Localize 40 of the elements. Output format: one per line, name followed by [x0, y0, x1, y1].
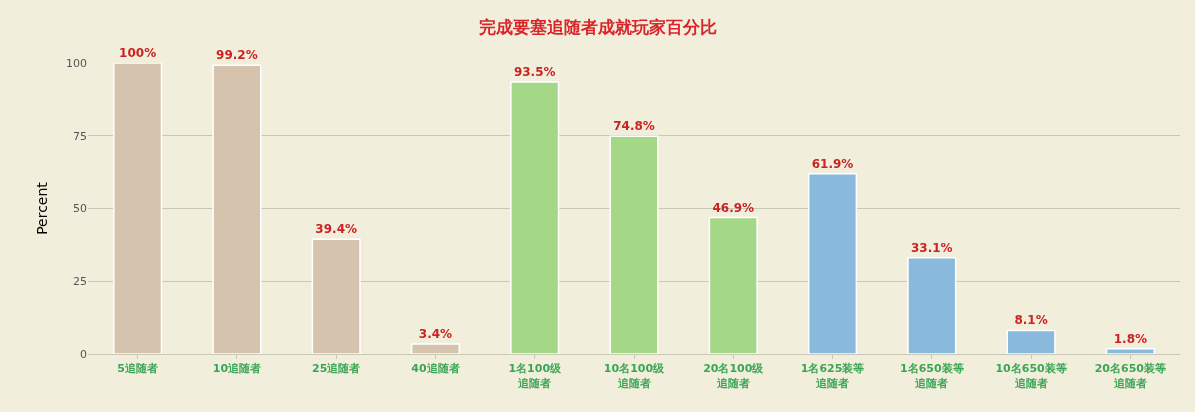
y-tick-label: 50	[73, 202, 87, 216]
x-tick-label: 1名625装等追随者	[800, 362, 865, 390]
bar	[113, 63, 163, 354]
x-tick-label: 10追随者	[212, 362, 262, 376]
y-tick-label: 75	[73, 129, 87, 143]
x-tick-label: 20名100级追随者	[703, 362, 765, 390]
bar	[1105, 348, 1155, 354]
bar	[510, 81, 560, 354]
y-axis-title: Percent	[33, 181, 50, 235]
data-label: 8.1%	[1014, 313, 1048, 328]
x-tick-label: 1名100级追随者	[508, 362, 563, 390]
x-tick-label: 25追随者	[312, 362, 361, 376]
data-label: 46.9%	[712, 200, 755, 215]
x-tick-label: 5追随者	[117, 362, 158, 376]
chart-title: 完成要塞追随者成就玩家百分比	[478, 16, 717, 37]
bar	[708, 216, 758, 354]
bar	[1006, 329, 1056, 354]
data-label: 74.8%	[613, 119, 655, 134]
data-label: 3.4%	[418, 327, 453, 342]
x-tick-label: 10名100级追随者	[603, 362, 666, 390]
x-tick-label: 10名650装等追随者	[995, 362, 1067, 390]
data-label: 61.9%	[811, 156, 854, 171]
x-tick-label: 1名650装等追随者	[900, 362, 964, 390]
bar	[311, 238, 361, 354]
y-tick-label: 0	[80, 347, 87, 361]
data-label: 39.4%	[315, 222, 358, 237]
data-label: 99.2%	[216, 48, 258, 63]
x-tick-label: 20名650装等追随者	[1094, 362, 1166, 390]
data-label: 100%	[119, 46, 157, 60]
bar	[807, 173, 858, 354]
x-tick-label: 40追随者	[411, 362, 460, 376]
bar	[212, 64, 262, 354]
bar	[609, 135, 659, 354]
data-label: 33.1%	[910, 240, 953, 255]
bar	[410, 343, 461, 354]
data-label: 93.5%	[513, 64, 556, 79]
bar	[907, 256, 957, 354]
y-tick-label: 25	[73, 275, 87, 289]
y-tick-label: 100	[66, 56, 87, 70]
data-label: 1.8%	[1113, 331, 1148, 346]
